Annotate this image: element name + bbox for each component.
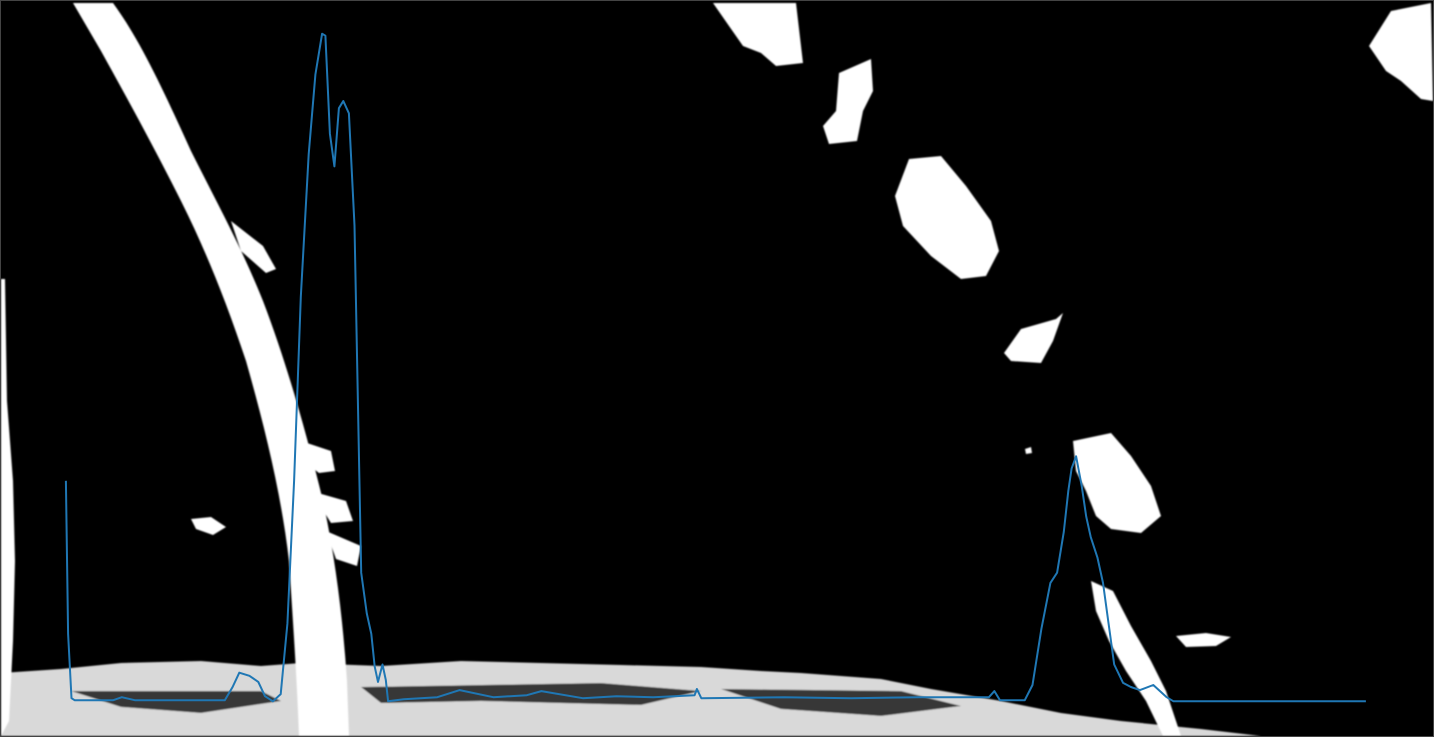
right-dash-4 [1004, 313, 1063, 363]
tiny-speck [1025, 447, 1032, 454]
left-lane-line [73, 3, 349, 736]
right-dash-6 [1091, 581, 1181, 736]
left-lane-fragment [231, 221, 276, 273]
right-noise-blob [1176, 633, 1231, 647]
top-right-blob [1369, 3, 1433, 101]
right-dash-3 [895, 156, 999, 279]
left-edge-streaks [1, 279, 15, 736]
binary-lane-image [1, 3, 1433, 736]
series-line-histogram [64, 32, 1366, 703]
noise-blob-left [191, 517, 226, 535]
right-dash-1 [713, 3, 803, 66]
right-dash-5 [1073, 433, 1161, 533]
bottom-noise-gap [71, 683, 961, 716]
left-lane-noise [301, 441, 361, 566]
right-dash-2 [823, 59, 873, 144]
